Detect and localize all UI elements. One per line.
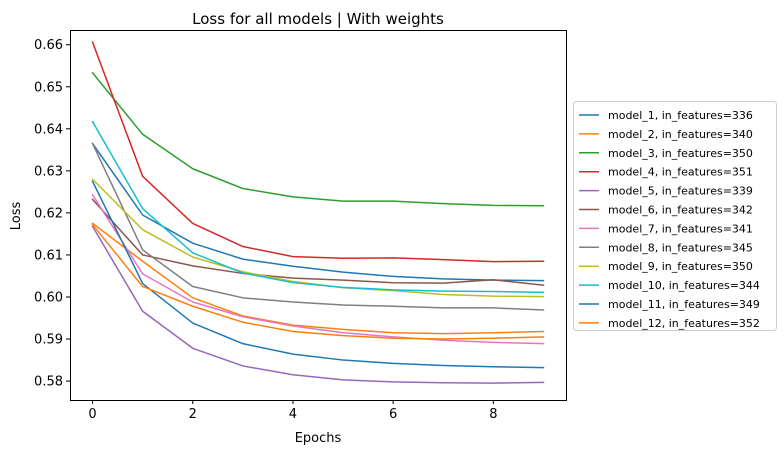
series-line-4 [91, 41, 545, 263]
legend-label-7: model_7, in_features=341 [608, 222, 753, 235]
series-line-8 [91, 142, 545, 311]
legend-label-10: model_10, in_features=344 [608, 279, 760, 292]
y-axis-title: Loss [9, 202, 24, 231]
legend-label-6: model_6, in_features=342 [608, 204, 753, 217]
legend-label-2: model_2, in_features=340 [608, 128, 753, 141]
x-tick-label: 4 [289, 407, 297, 422]
x-tick-label: 6 [389, 407, 397, 422]
x-axis-title: Epochs [295, 431, 342, 446]
legend-label-8: model_8, in_features=345 [608, 241, 753, 254]
legend-label-11: model_11, in_features=349 [608, 298, 760, 311]
y-tick-label: 0.65 [34, 80, 63, 95]
y-axis-ticks: 0.58 0.59 0.60 0.61 0.62 0.63 0.64 0.65 0.66 [34, 38, 70, 390]
series-line-7 [91, 193, 545, 345]
y-tick-label: 0.61 [34, 248, 63, 263]
x-axis-ticks: 0 2 4 6 8 [88, 400, 497, 422]
chart-title: Loss for all models | With weights [192, 10, 444, 28]
series-lines [91, 41, 545, 384]
y-tick-label: 0.63 [34, 164, 63, 179]
series-line-1 [91, 142, 545, 282]
x-tick-label: 8 [489, 407, 497, 422]
series-line-5 [91, 225, 545, 384]
series-line-12 [91, 223, 545, 340]
x-tick-label: 0 [88, 407, 96, 422]
legend-frame [573, 101, 777, 331]
series-line-3 [91, 71, 545, 207]
y-tick-label: 0.58 [34, 375, 63, 390]
y-tick-label: 0.64 [34, 122, 63, 137]
legend-label-4: model_4, in_features=351 [608, 166, 753, 179]
legend-label-12: model_12, in_features=352 [608, 317, 760, 330]
y-tick-label: 0.62 [34, 206, 63, 221]
legend-label-5: model_5, in_features=339 [608, 185, 753, 198]
legend-label-3: model_3, in_features=350 [608, 147, 753, 160]
x-tick-label: 2 [189, 407, 197, 422]
series-line-2 [91, 222, 545, 335]
y-tick-label: 0.60 [34, 290, 63, 305]
series-line-6 [91, 198, 545, 287]
series-line-11 [91, 180, 545, 369]
y-tick-label: 0.66 [34, 38, 63, 53]
legend-label-9: model_9, in_features=350 [608, 260, 753, 273]
legend-label-1: model_1, in_features=336 [608, 109, 753, 122]
y-tick-label: 0.59 [34, 333, 63, 348]
plot-frame [70, 30, 567, 401]
series-line-10 [91, 120, 545, 294]
legend: model_1, in_features=336 model_2, in_feat… [573, 101, 777, 331]
